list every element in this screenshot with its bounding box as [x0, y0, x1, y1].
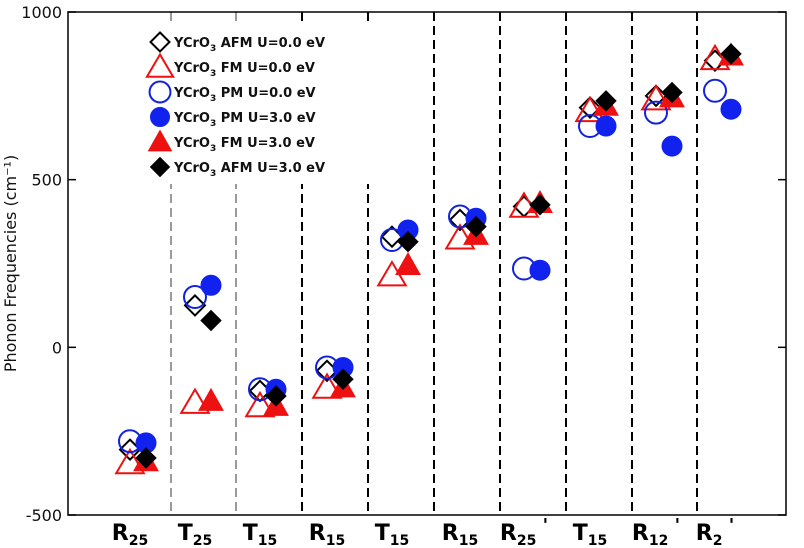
- category-label: R15: [442, 521, 478, 548]
- marker-circle-filled: [720, 98, 742, 120]
- marker-diamond-filled: [661, 81, 683, 104]
- x-axis-categories: R25 T25 T15 R15 T15 R15 R25 ' T15 R12 ' R2 ': [112, 515, 734, 548]
- marker-diamond-filled: [149, 156, 171, 178]
- y-tick-label: 500: [31, 171, 62, 190]
- category-label: R25: [112, 521, 148, 548]
- marker-triangle-open: [114, 447, 146, 475]
- marker-diamond-filled: [265, 385, 287, 407]
- marker-triangle-open: [145, 52, 175, 78]
- marker-triangle-open: [244, 390, 276, 418]
- marker-diamond-filled: [200, 309, 222, 332]
- legend-label: YCrO3 PM U=3.0 eV: [173, 111, 316, 129]
- marker-circle-filled: [595, 115, 617, 137]
- marker-circle-filled: [661, 135, 683, 157]
- marker-diamond-filled: [332, 368, 354, 390]
- y-axis: -500 0 500 1000: [21, 3, 786, 525]
- category-label: T15: [243, 521, 278, 548]
- marker-circle-open: [148, 80, 172, 104]
- marker-diamond-open: [183, 294, 207, 317]
- legend-label: YCrO3 AFM U=0.0 eV: [173, 36, 325, 54]
- marker-diamond-filled: [397, 230, 419, 253]
- marker-triangle-filled: [395, 252, 421, 276]
- marker-circle-filled: [150, 107, 170, 127]
- marker-diamond-filled: [595, 90, 617, 112]
- legend-background: [140, 24, 370, 184]
- y-tick-label: -500: [26, 506, 62, 525]
- legend: YCrO3 AFM U=0.0 eV YCrO3 FM U=0.0 eV YCrO3…: [140, 24, 370, 184]
- legend-label: YCrO3 AFM U=3.0 eV: [173, 161, 325, 179]
- marker-triangle-open: [179, 387, 211, 414]
- marker-triangle-filled: [147, 129, 173, 152]
- marker-triangle-open: [311, 372, 343, 399]
- plot-frame: [67, 11, 787, 516]
- marker-diamond-filled: [465, 215, 487, 238]
- marker-circle-open: [703, 78, 727, 103]
- marker-triangle-open: [699, 43, 731, 71]
- category-label: R15: [309, 521, 345, 548]
- marker-circle-filled: [529, 259, 551, 281]
- data-points: [114, 42, 744, 475]
- marker-diamond-filled: [135, 447, 157, 469]
- marker-triangle-open: [444, 223, 476, 250]
- category-label: R2 ': [696, 515, 734, 548]
- marker-diamond-open: [578, 96, 602, 119]
- marker-diamond-open: [149, 31, 171, 53]
- marker-circle-open: [644, 100, 668, 125]
- category-label: T25: [178, 521, 213, 548]
- category-label: R12 ': [632, 515, 680, 548]
- y-tick-label: 1000: [21, 3, 62, 22]
- y-tick-label: 0: [52, 338, 62, 357]
- marker-circle-filled: [200, 274, 222, 296]
- y-axis-label: Phonon Frequencies (cm⁻¹): [1, 155, 20, 372]
- category-label: T15: [375, 521, 410, 548]
- marker-diamond-filled: [720, 43, 742, 65]
- legend-label: YCrO3 FM U=3.0 eV: [173, 136, 315, 154]
- marker-diamond-filled: [529, 194, 551, 216]
- marker-circle-open: [183, 285, 207, 310]
- series-5: [135, 43, 742, 469]
- category-label: T15: [573, 521, 608, 548]
- marker-triangle-open: [640, 84, 672, 111]
- legend-label: YCrO3 FM U=0.0 eV: [173, 61, 315, 79]
- legend-label: YCrO3 PM U=0.0 eV: [173, 86, 316, 104]
- marker-triangle-filled: [198, 387, 224, 411]
- category-label: R25 ': [500, 515, 548, 548]
